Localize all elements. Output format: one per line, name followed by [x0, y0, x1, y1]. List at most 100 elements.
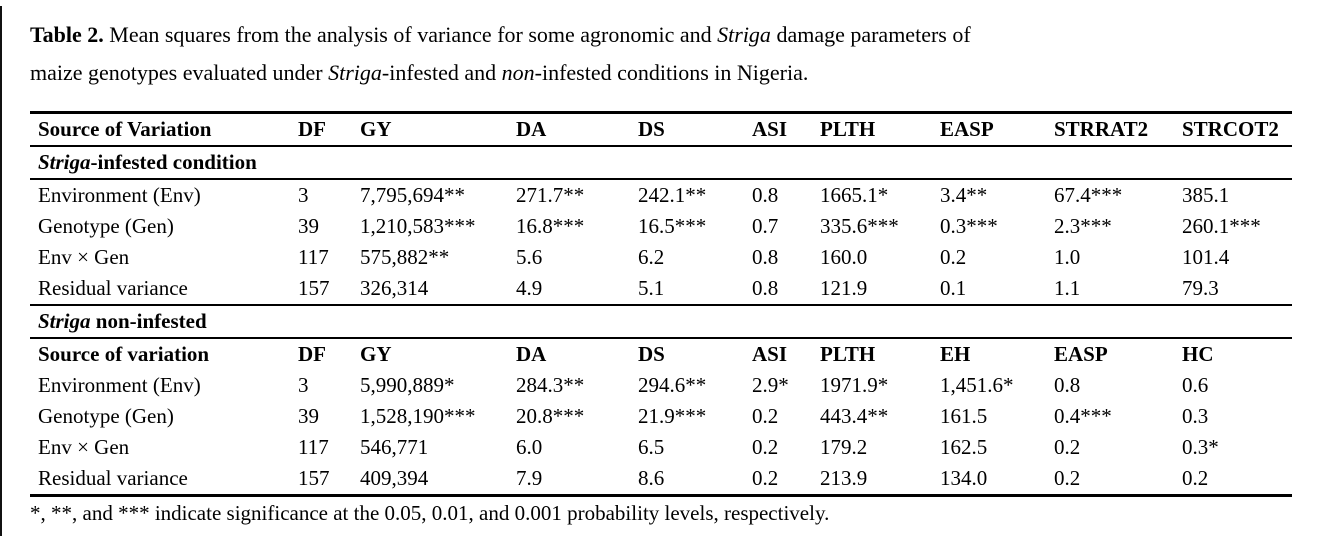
table-cell: 335.6***	[820, 214, 899, 238]
section-label-italic: Striga	[38, 309, 91, 333]
caption-striga-italic-1: Striga	[717, 22, 771, 47]
caption-text-4: -infested and	[381, 60, 502, 85]
table-cell: 575,882**	[360, 245, 450, 269]
column-header: DF	[298, 117, 326, 141]
column-header: PLTH	[820, 117, 876, 141]
column-header: Source of variation	[38, 342, 210, 366]
row-label: Env × Gen	[38, 435, 130, 459]
table-cell: 5.1	[638, 276, 665, 300]
table-cell: 0.8	[752, 245, 779, 269]
column-header: STRCOT2	[1182, 117, 1279, 141]
row-label: Residual variance	[38, 276, 188, 300]
table-cell: 6.0	[516, 435, 543, 459]
table-cell: 1,451.6*	[940, 373, 1014, 397]
table-cell: 0.2	[1182, 466, 1209, 490]
table-cell: 6.2	[638, 245, 665, 269]
column-header: EASP	[940, 117, 994, 141]
column-header: PLTH	[820, 342, 876, 366]
table-cell: 0.2	[752, 466, 779, 490]
table-cell: 20.8***	[516, 404, 585, 428]
caption-text-5: -infested conditions in Nigeria.	[534, 60, 809, 85]
table-cell: 2.3***	[1054, 214, 1112, 238]
table-cell: 21.9***	[638, 404, 707, 428]
section-label-italic: Striga	[38, 150, 91, 174]
table-cell: 101.4	[1182, 245, 1230, 269]
table-cell: 3.4**	[940, 183, 988, 207]
caption-non-italic: non	[501, 60, 535, 85]
table-row: Env × Gen 117 575,882** 5.6 6.2 0.8 160.0 0.2 1.…	[30, 242, 1292, 273]
table-cell: 213.9	[820, 466, 868, 490]
table-cell: 546,771	[360, 435, 429, 459]
column-header-row: Source of Variation DF GY DA DS ASI PLTH EASP ST…	[30, 113, 1292, 146]
table-row: Residual variance 157 326,314 4.9 5.1 0.8 121.…	[30, 273, 1292, 305]
table-cell: 16.5***	[638, 214, 707, 238]
table-cell: 3	[298, 183, 309, 207]
column-header: GY	[360, 117, 392, 141]
column-header: Source of Variation	[38, 117, 212, 141]
table-cell: 179.2	[820, 435, 868, 459]
table-cell: 1971.9*	[820, 373, 889, 397]
table-cell: 385.1	[1182, 183, 1230, 207]
column-header: DF	[298, 342, 326, 366]
column-header: GY	[360, 342, 392, 366]
table-cell: 157	[298, 466, 330, 490]
table-cell: 79.3	[1182, 276, 1219, 300]
column-header: DA	[516, 342, 547, 366]
table-cell: 67.4***	[1054, 183, 1123, 207]
caption-text-1: Mean squares from the analysis of varian…	[103, 22, 718, 47]
column-header: STRRAT2	[1054, 117, 1149, 141]
table-cell: 2.9*	[752, 373, 789, 397]
table-cell: 1.0	[1054, 245, 1081, 269]
table-cell: 0.8	[752, 183, 779, 207]
table-cell: 1665.1*	[820, 183, 889, 207]
column-header-row: Source of variation DF GY DA DS ASI PLTH EH EASP…	[30, 338, 1292, 370]
table-row: Environment (Env) 3 7,795,694** 271.7** 242.…	[30, 179, 1292, 211]
column-header: ASI	[752, 342, 788, 366]
column-header: HC	[1182, 342, 1214, 366]
row-label: Environment (Env)	[38, 373, 201, 397]
caption-striga-italic-2: Striga	[328, 60, 382, 85]
column-header: ASI	[752, 117, 788, 141]
table-row: Genotype (Gen) 39 1,210,583*** 16.8*** 16.5*…	[30, 211, 1292, 242]
table-cell: 4.9	[516, 276, 543, 300]
table-cell: 0.2	[940, 245, 967, 269]
row-label: Env × Gen	[38, 245, 130, 269]
table-cell: 0.3***	[940, 214, 998, 238]
column-header: DS	[638, 117, 665, 141]
table-row: Residual variance 157 409,394 7.9 8.6 0.2 213.…	[30, 463, 1292, 496]
table-cell: 16.8***	[516, 214, 585, 238]
section-label-row: Striga-infested condition	[30, 146, 1292, 179]
anova-table: Source of Variation DF GY DA DS ASI PLTH EASP ST…	[30, 111, 1292, 497]
table-cell: 326,314	[360, 276, 429, 300]
table-cell: 1.1	[1054, 276, 1081, 300]
table-cell: 5.6	[516, 245, 543, 269]
table-cell: 0.1	[940, 276, 967, 300]
table-cell: 0.6	[1182, 373, 1209, 397]
table-cell: 162.5	[940, 435, 988, 459]
table-cell: 7,795,694**	[360, 183, 465, 207]
section-label: Striga non-infested	[38, 309, 207, 333]
table-row: Genotype (Gen) 39 1,528,190*** 20.8*** 21.9*…	[30, 401, 1292, 432]
table-caption: Table 2. Mean squares from the analysis …	[30, 16, 1302, 92]
anova-table-body: Source of Variation DF GY DA DS ASI PLTH EASP ST…	[30, 113, 1292, 496]
table-cell: 443.4**	[820, 404, 889, 428]
table-number-label: Table 2.	[30, 22, 104, 47]
table-cell: 0.8	[1054, 373, 1081, 397]
table-cell: 39	[298, 404, 319, 428]
table-row: Env × Gen 117 546,771 6.0 6.5 0.2 179.2 162.5 0.…	[30, 432, 1292, 463]
table-cell: 0.2	[1054, 466, 1081, 490]
table-cell: 0.3*	[1182, 435, 1219, 459]
table-cell: 134.0	[940, 466, 988, 490]
table-cell: 260.1***	[1182, 214, 1261, 238]
table-cell: 5,990,889*	[360, 373, 455, 397]
page-edge-line	[0, 6, 2, 536]
table-cell: 157	[298, 276, 330, 300]
table-cell: 242.1**	[638, 183, 707, 207]
row-label: Residual variance	[38, 466, 188, 490]
table-cell: 121.9	[820, 276, 868, 300]
table-cell: 117	[298, 435, 329, 459]
table-cell: 409,394	[360, 466, 429, 490]
table-cell: 0.4***	[1054, 404, 1112, 428]
table-row: Environment (Env) 3 5,990,889* 284.3** 294.6…	[30, 370, 1292, 401]
table-cell: 0.7	[752, 214, 779, 238]
